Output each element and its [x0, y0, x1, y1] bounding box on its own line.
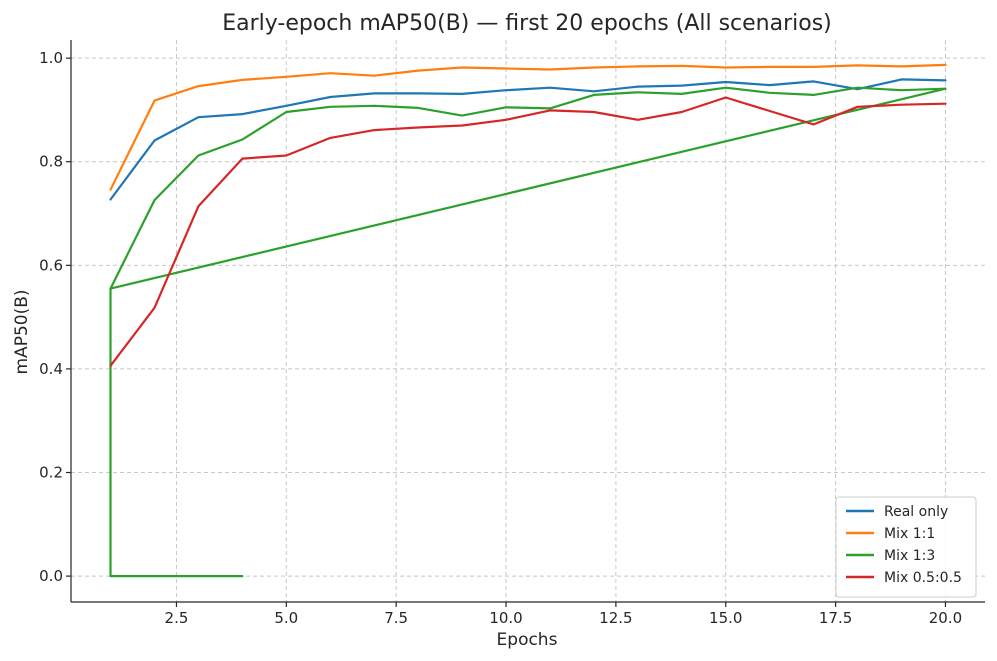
- series-line-1: [109, 78, 947, 201]
- legend: Real only Mix 1:1 Mix 1:3 Mix 0.5:0.5: [835, 496, 977, 598]
- grid: [71, 40, 985, 602]
- y-tick-label: 0.8: [39, 153, 63, 171]
- x-tick-label: 5.0: [274, 609, 298, 627]
- y-axis-label: mAP50(B): [12, 290, 32, 375]
- series-line-3: [109, 86, 947, 578]
- y-tick-label: 0.0: [39, 567, 63, 585]
- y-tick-label: 0.4: [39, 360, 63, 378]
- x-tick-label: 7.5: [384, 609, 408, 627]
- legend-entry: Mix 1:3: [884, 548, 935, 564]
- x-tick-label: 2.5: [165, 609, 189, 627]
- series-line-4: [109, 96, 947, 367]
- x-tick-label: 17.5: [819, 609, 852, 627]
- legend-entry: Mix 0.5:0.5: [884, 570, 962, 586]
- y-tick-label: 0.6: [39, 256, 63, 274]
- series-line-2: [109, 63, 947, 191]
- y-tick-label: 1.0: [39, 49, 63, 67]
- legend-entry: Real only: [884, 504, 948, 520]
- chart-title: Early-epoch mAP50(B) — first 20 epochs (…: [222, 11, 832, 36]
- legend-box: [835, 496, 977, 598]
- x-tick-label: 15.0: [709, 609, 742, 627]
- axes: 2.5 5.0 7.5 10.0 12.5 15.0 17.5 20.0 0.0 0.2 0.4 0.…: [39, 40, 985, 627]
- series-lines: [109, 63, 947, 578]
- x-tick-label: 12.5: [599, 609, 632, 627]
- legend-entry: Mix 1:1: [884, 526, 935, 542]
- y-tick-label: 0.2: [39, 464, 63, 482]
- x-tick-label: 10.0: [489, 609, 522, 627]
- x-tick-label: 20.0: [929, 609, 962, 627]
- x-axis-label: Epochs: [497, 630, 558, 650]
